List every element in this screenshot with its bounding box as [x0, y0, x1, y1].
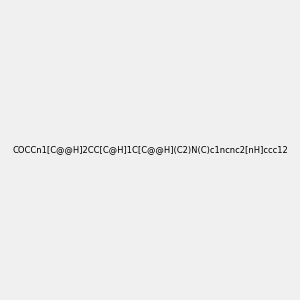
Text: COCCn1[C@@H]2CC[C@H]1C[C@@H](C2)N(C)c1ncnc2[nH]ccc12: COCCn1[C@@H]2CC[C@H]1C[C@@H](C2)N(C)c1nc…	[12, 146, 288, 154]
